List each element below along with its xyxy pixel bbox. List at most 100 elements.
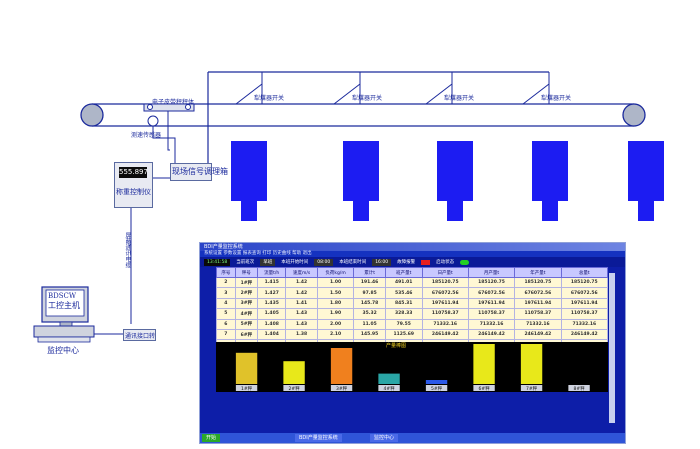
signal-box: 现场信号调理箱 [170, 163, 228, 181]
table-cell: 676072.56 [514, 287, 562, 299]
menu-bar[interactable]: 系统设置 参数设置 报表查询 打印 历史曲线 帮助 退出 [200, 251, 625, 257]
table-row[interactable]: 4 3#秤 1.435 1.41 1.80 145.78 845.31 197611.94 19… [216, 297, 609, 310]
plow-label-4: 犁煤器开关 [541, 95, 572, 102]
start-time-label: 本班开始时间 [281, 260, 309, 265]
start-status-label: 启动状态 [436, 260, 455, 265]
table-cell: 97.85 [353, 287, 386, 299]
weigher-label: 称重控制仪 [116, 188, 151, 196]
table-cell: 1.38 [285, 328, 318, 341]
table-cell: 535.46 [384, 287, 423, 299]
table-cell: 185120.75 [514, 276, 562, 289]
coal-hopper-1 [231, 141, 267, 221]
table-body: 2 1#秤 1.415 1.42 1.00 191.46 491.01 185120.75 18… [216, 276, 609, 351]
weigher-controller: 555.897 称重控制仪 [114, 162, 153, 208]
end-time-label: 本班结束时间 [339, 260, 367, 265]
bar-4 [378, 373, 400, 384]
table-cell: 71332.16 [560, 318, 609, 330]
tick-label-box [283, 385, 305, 391]
shift-value: 早班 [260, 258, 276, 266]
table-cell: 676072.56 [467, 287, 516, 299]
table-cell: 1.435 [257, 297, 287, 310]
table-cell: 1.90 [316, 308, 355, 320]
monitoring-software-window: BDI产量监控系统 系统设置 参数设置 报表查询 打印 历史曲线 帮助 退出 1… [199, 242, 626, 444]
table-cell: 2.10 [316, 328, 355, 341]
table-cell: 5#秤 [234, 318, 259, 330]
pc-base [33, 325, 95, 338]
table-cell: 6#秤 [234, 328, 259, 341]
table-cell: 1#秤 [234, 276, 259, 289]
data-table: 序号 秤号 流量t/h 速度m/s 负荷kg/m 累计t 班产量t 日产量t 月产量t 年产量t 总… [216, 267, 609, 351]
table-cell: 328.33 [384, 308, 423, 320]
tick-label-box [235, 385, 258, 391]
start-time: 08:00 [314, 258, 334, 266]
tick-label: 3#秤 [336, 385, 348, 392]
column-header: 秤号 [234, 267, 259, 278]
column-header: 累计t [353, 267, 386, 278]
scrollbar[interactable] [609, 273, 615, 423]
tick-label-box [330, 385, 353, 391]
column-header: 序号 [216, 267, 236, 278]
column-header: 速度m/s [285, 267, 318, 278]
column-header: 负荷kg/m [316, 267, 355, 278]
table-cell: 1.427 [257, 287, 287, 299]
comm-cable-label: 屏蔽通讯电缆 [124, 232, 131, 268]
bar-7 [520, 344, 543, 384]
menu-items[interactable]: 系统设置 参数设置 报表查询 打印 历史曲线 帮助 退出 [204, 251, 312, 256]
table-cell: 110758.37 [514, 308, 562, 320]
table-cell: 246149.42 [467, 328, 516, 341]
chart-title: 产量棒图 [386, 343, 407, 349]
table-row[interactable]: 3 2#秤 1.427 1.42 1.50 97.85 535.46 676072.56 676… [216, 287, 609, 299]
tick-label: 2#秤 [288, 385, 300, 392]
monitor-center-label: 监控中心 [47, 346, 79, 355]
table-cell: 1.42 [285, 287, 318, 299]
table-row[interactable]: 5 4#秤 1.405 1.43 1.90 35.32 328.33 110758.37 110… [216, 308, 609, 320]
signal-box-label: 现场信号调理箱 [172, 167, 228, 176]
tick-label: 6#秤 [478, 385, 490, 392]
taskbar-item-monitor[interactable]: 监控中心 [370, 434, 399, 442]
table-cell: 1.41 [285, 297, 318, 310]
tick-label-box [378, 385, 400, 391]
bar-5 [425, 380, 448, 384]
table-cell: 197611.94 [560, 297, 609, 310]
pc-screen-line2: 工控主机 [48, 301, 80, 310]
plow-label-1: 犁煤器开关 [254, 95, 285, 102]
table-cell: 1.00 [316, 276, 355, 289]
plow-label-3: 犁煤器开关 [444, 95, 475, 102]
coal-hopper-2 [343, 141, 379, 221]
clock: 13:41:58 [204, 258, 231, 266]
table-cell: 197611.94 [467, 297, 516, 310]
table-cell: 1.415 [257, 276, 287, 289]
table-cell: 1.405 [257, 308, 287, 320]
end-time: 16:00 [372, 258, 392, 266]
status-led [460, 259, 470, 265]
table-cell: 246149.42 [514, 328, 562, 341]
table-row[interactable]: 2 1#秤 1.415 1.42 1.00 191.46 491.01 185120.75 18… [216, 276, 609, 289]
table-cell: 491.01 [384, 276, 423, 289]
table-cell: 1.43 [285, 308, 318, 320]
table-cell: 185120.75 [421, 276, 469, 289]
table-cell: 676072.56 [560, 287, 609, 299]
taskbar-item-software[interactable]: BDI产量监控系统 [295, 434, 342, 442]
tick-label-box [425, 385, 448, 391]
shift-label: 当前班次 [236, 260, 255, 265]
bar-chart: 产量棒图 1#秤 2#秤 3#秤 4#秤 5#秤 6#秤 7#秤 8#秤 [216, 342, 608, 392]
table-cell: 1.43 [285, 318, 318, 330]
table-cell: 3#秤 [234, 297, 259, 310]
table-cell: 35.32 [353, 308, 386, 320]
tick-label: 7#秤 [526, 385, 538, 392]
table-cell: 2#秤 [234, 287, 259, 299]
start-button[interactable]: 开始 [202, 434, 221, 442]
table-cell: 79.55 [384, 318, 423, 330]
speed-sensor-label: 测速传感器 [131, 132, 162, 139]
table-cell: 6 [216, 318, 236, 330]
table-cell: 197611.94 [514, 297, 562, 310]
table-cell: 71332.16 [467, 318, 516, 330]
table-row[interactable]: 7 6#秤 1.404 1.38 2.10 145.95 1125.69 246149.42 2… [216, 328, 609, 341]
table-cell: 197611.94 [421, 297, 469, 310]
coal-hopper-4 [532, 141, 568, 221]
table-cell: 110758.37 [467, 308, 516, 320]
column-header: 年产量t [514, 267, 562, 278]
table-cell: 110758.37 [421, 308, 469, 320]
table-row[interactable]: 6 5#秤 1.408 1.43 2.00 11.05 79.55 71332.16 71332… [216, 318, 609, 330]
